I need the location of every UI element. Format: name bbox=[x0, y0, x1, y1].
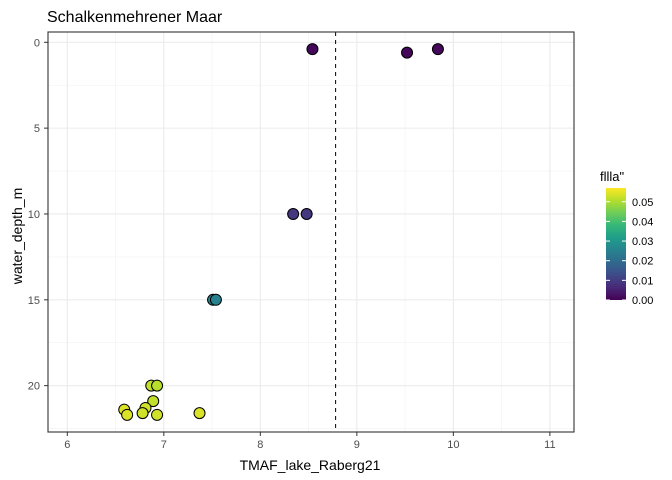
x-tick-label: 8 bbox=[257, 439, 263, 451]
x-tick-label: 11 bbox=[544, 439, 555, 451]
plot-panel: 6 7 8 9 10 11 0 5 10 15 20 bbox=[28, 31, 575, 451]
data-point bbox=[431, 43, 444, 56]
data-point bbox=[209, 293, 222, 306]
y-tick-label: 0 bbox=[34, 37, 40, 49]
legend-tick-label: 0.03 bbox=[632, 236, 653, 248]
data-point bbox=[300, 207, 313, 220]
y-axis-title: water_depth_m bbox=[9, 188, 25, 286]
x-tick-label: 10 bbox=[447, 439, 459, 451]
y-tick-label: 5 bbox=[34, 123, 40, 135]
legend-tick-label: 0.00 bbox=[632, 295, 653, 307]
data-point bbox=[151, 408, 164, 421]
x-axis-title: TMAF_lake_Raberg21 bbox=[240, 457, 381, 473]
legend-colorbar bbox=[606, 188, 626, 300]
data-point bbox=[287, 207, 300, 220]
legend-tick-label: 0.05 bbox=[632, 197, 653, 209]
color-legend: fllla" 0.00 0.01 0.02 0.03 0.04 0.05 bbox=[600, 169, 653, 307]
data-point bbox=[147, 395, 160, 408]
legend-tick-label: 0.02 bbox=[632, 256, 653, 268]
y-tick-label: 20 bbox=[28, 381, 40, 393]
chart-title: Schalkenmehrener Maar bbox=[47, 9, 223, 26]
plot-background bbox=[48, 32, 574, 432]
x-tick-label: 7 bbox=[161, 439, 167, 451]
x-tick-label: 6 bbox=[64, 439, 70, 451]
legend-title: fllla" bbox=[600, 169, 625, 184]
data-point bbox=[193, 407, 206, 420]
data-point bbox=[306, 43, 319, 56]
legend-tick-label: 0.04 bbox=[632, 216, 653, 228]
plot-border bbox=[47, 31, 575, 433]
y-tick-label: 10 bbox=[28, 209, 40, 221]
data-point bbox=[121, 408, 134, 421]
data-point bbox=[151, 379, 164, 392]
x-tick-label: 9 bbox=[354, 439, 360, 451]
y-tick-label: 15 bbox=[28, 295, 40, 307]
legend-tick-label: 0.01 bbox=[632, 275, 653, 287]
data-point bbox=[136, 407, 149, 420]
data-point bbox=[401, 46, 414, 59]
